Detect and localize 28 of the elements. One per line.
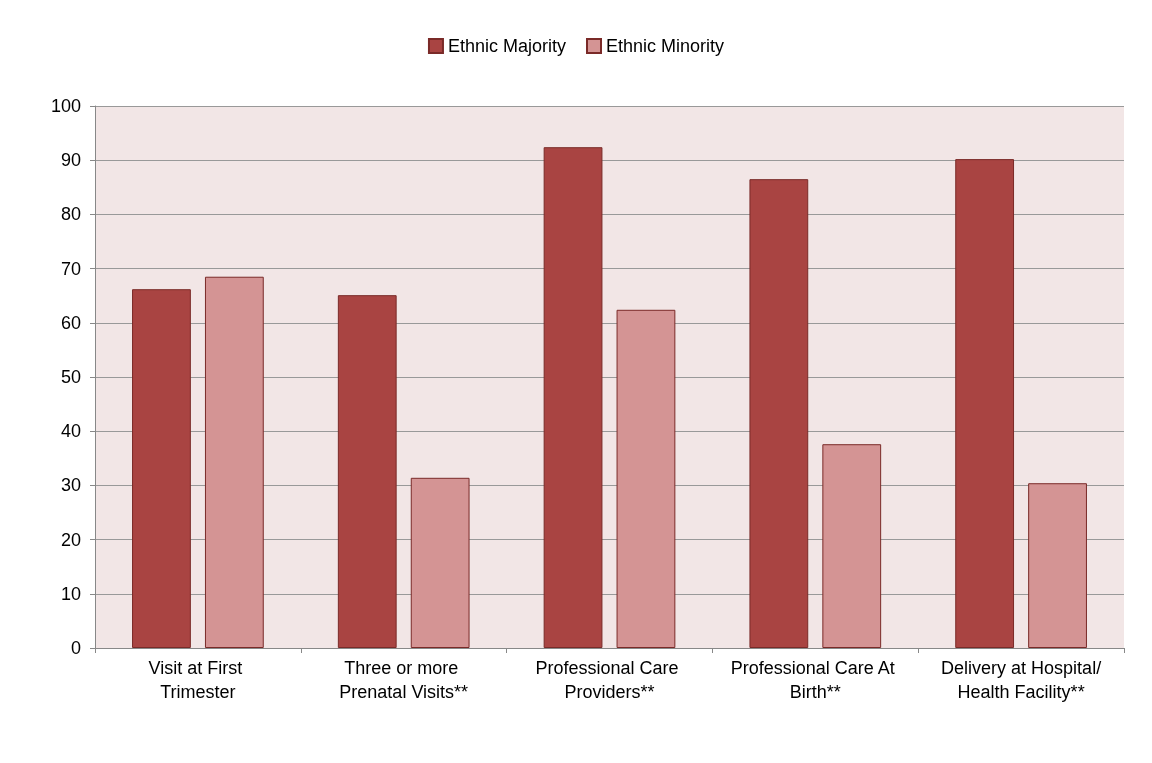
- bar: [410, 477, 470, 648]
- bar: [543, 147, 603, 648]
- y-tick-label: 60: [60, 312, 81, 333]
- legend-label: Ethnic Minority: [606, 36, 725, 56]
- x-tick-label: Professional Care Providers**: [535, 658, 684, 702]
- y-tick-label: 20: [60, 529, 81, 550]
- x-tick-label: Professional Care At Birth**: [730, 658, 900, 702]
- y-tick-label: 80: [60, 204, 81, 225]
- x-tick-label: Visit at First Trimester: [148, 658, 248, 702]
- y-tick-label: 50: [60, 367, 81, 387]
- bar: [822, 444, 882, 648]
- y-tick-label: 70: [60, 258, 81, 279]
- bar: [132, 289, 191, 648]
- bar: [204, 276, 264, 648]
- x-tick-label: Three or more Prenatal Visits**: [339, 658, 469, 702]
- y-tick-label: 10: [60, 583, 81, 604]
- y-tick-label: 40: [60, 421, 81, 442]
- bar: [749, 179, 809, 648]
- y-tick-label: 0: [70, 638, 81, 658]
- x-tick-label: Delivery at Hospital/Health Facility**: [941, 658, 1102, 702]
- bar: [337, 295, 397, 648]
- bar: [616, 309, 676, 648]
- y-tick-label: 90: [60, 150, 81, 171]
- legend-label: Ethnic Majority: [447, 36, 567, 56]
- bar: [1028, 483, 1087, 648]
- bar: [955, 159, 1015, 648]
- y-tick-label: 30: [60, 475, 81, 496]
- y-tick-label: 100: [50, 96, 81, 116]
